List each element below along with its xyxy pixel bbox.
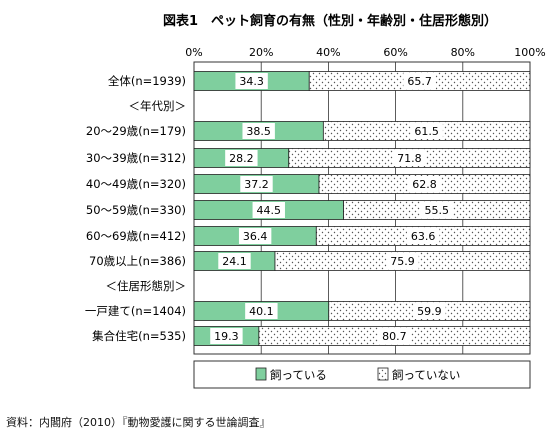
data-label: 37.2: [244, 178, 269, 191]
x-tick-label: 20%: [249, 46, 273, 59]
data-label-bg: [225, 150, 258, 166]
x-tick-label: 100%: [514, 46, 545, 59]
data-label-bg: [420, 202, 453, 218]
x-tick-label: 60%: [383, 46, 407, 59]
data-label-bg: [238, 228, 272, 244]
data-label: 62.8: [412, 178, 437, 191]
data-label-bg: [403, 73, 436, 89]
data-label: 55.5: [425, 204, 450, 217]
x-tick-label: 40%: [316, 46, 340, 59]
category-label: 20～29歳(n=179): [86, 124, 186, 138]
data-label: 19.3: [214, 330, 239, 343]
legend-box: [193, 360, 531, 389]
data-label-bg: [413, 303, 446, 319]
category-label: 50～59歳(n=330): [86, 203, 186, 217]
data-label-bg: [235, 73, 268, 89]
data-label-bg: [210, 328, 243, 344]
category-label: ＜住居形態別＞: [106, 279, 187, 293]
category-label: ＜年代別＞: [129, 99, 187, 113]
data-label: 63.6: [411, 230, 436, 243]
source-note: 資料：内閣府（2010）『動物愛護に関する世論調査』: [6, 416, 271, 429]
data-label: 24.1: [222, 255, 247, 268]
data-label-bg: [252, 202, 285, 218]
data-label: 28.2: [229, 152, 254, 165]
x-tick-label: 0%: [185, 46, 202, 59]
category-label: 集合住宅(n=535): [92, 329, 186, 343]
data-label: 61.5: [414, 125, 439, 138]
data-label-bg: [242, 123, 275, 139]
data-label: 44.5: [257, 204, 282, 217]
data-label-bg: [386, 253, 419, 269]
data-label: 65.7: [407, 75, 432, 88]
legend-swatch: [377, 367, 389, 381]
category-label: 60～69歳(n=412): [86, 229, 186, 243]
data-label-bg: [245, 303, 278, 319]
data-label: 59.9: [417, 305, 442, 318]
category-label: 40～49歳(n=320): [86, 177, 186, 191]
data-label: 80.7: [382, 330, 407, 343]
data-label-bg: [410, 123, 443, 139]
legend-swatch: [255, 367, 267, 381]
category-label: 30～39歳(n=312): [86, 151, 186, 165]
legend-label: 飼っていない: [392, 368, 460, 382]
x-tick-label: 80%: [451, 46, 475, 59]
data-label-bg: [378, 328, 411, 344]
data-label: 40.1: [249, 305, 274, 318]
chart-title: 図表1 ペット飼育の有無（性別・年齢別・住居形態別）: [163, 13, 497, 29]
data-label: 38.5: [246, 125, 271, 138]
data-label-bg: [406, 228, 440, 244]
data-label: 75.9: [390, 255, 415, 268]
data-label: 36.4: [243, 230, 268, 243]
category-label: 全体(n=1939): [108, 74, 186, 88]
data-label-bg: [218, 253, 251, 269]
data-label: 71.8: [397, 152, 422, 165]
data-label: 34.3: [239, 75, 264, 88]
data-label-bg: [408, 176, 441, 192]
data-label-bg: [240, 176, 273, 192]
category-label: 70歳以上(n=386): [89, 254, 186, 268]
legend-label: 飼っている: [270, 368, 327, 382]
category-label: 一戸建て(n=1404): [85, 304, 186, 318]
data-label-bg: [393, 150, 426, 166]
